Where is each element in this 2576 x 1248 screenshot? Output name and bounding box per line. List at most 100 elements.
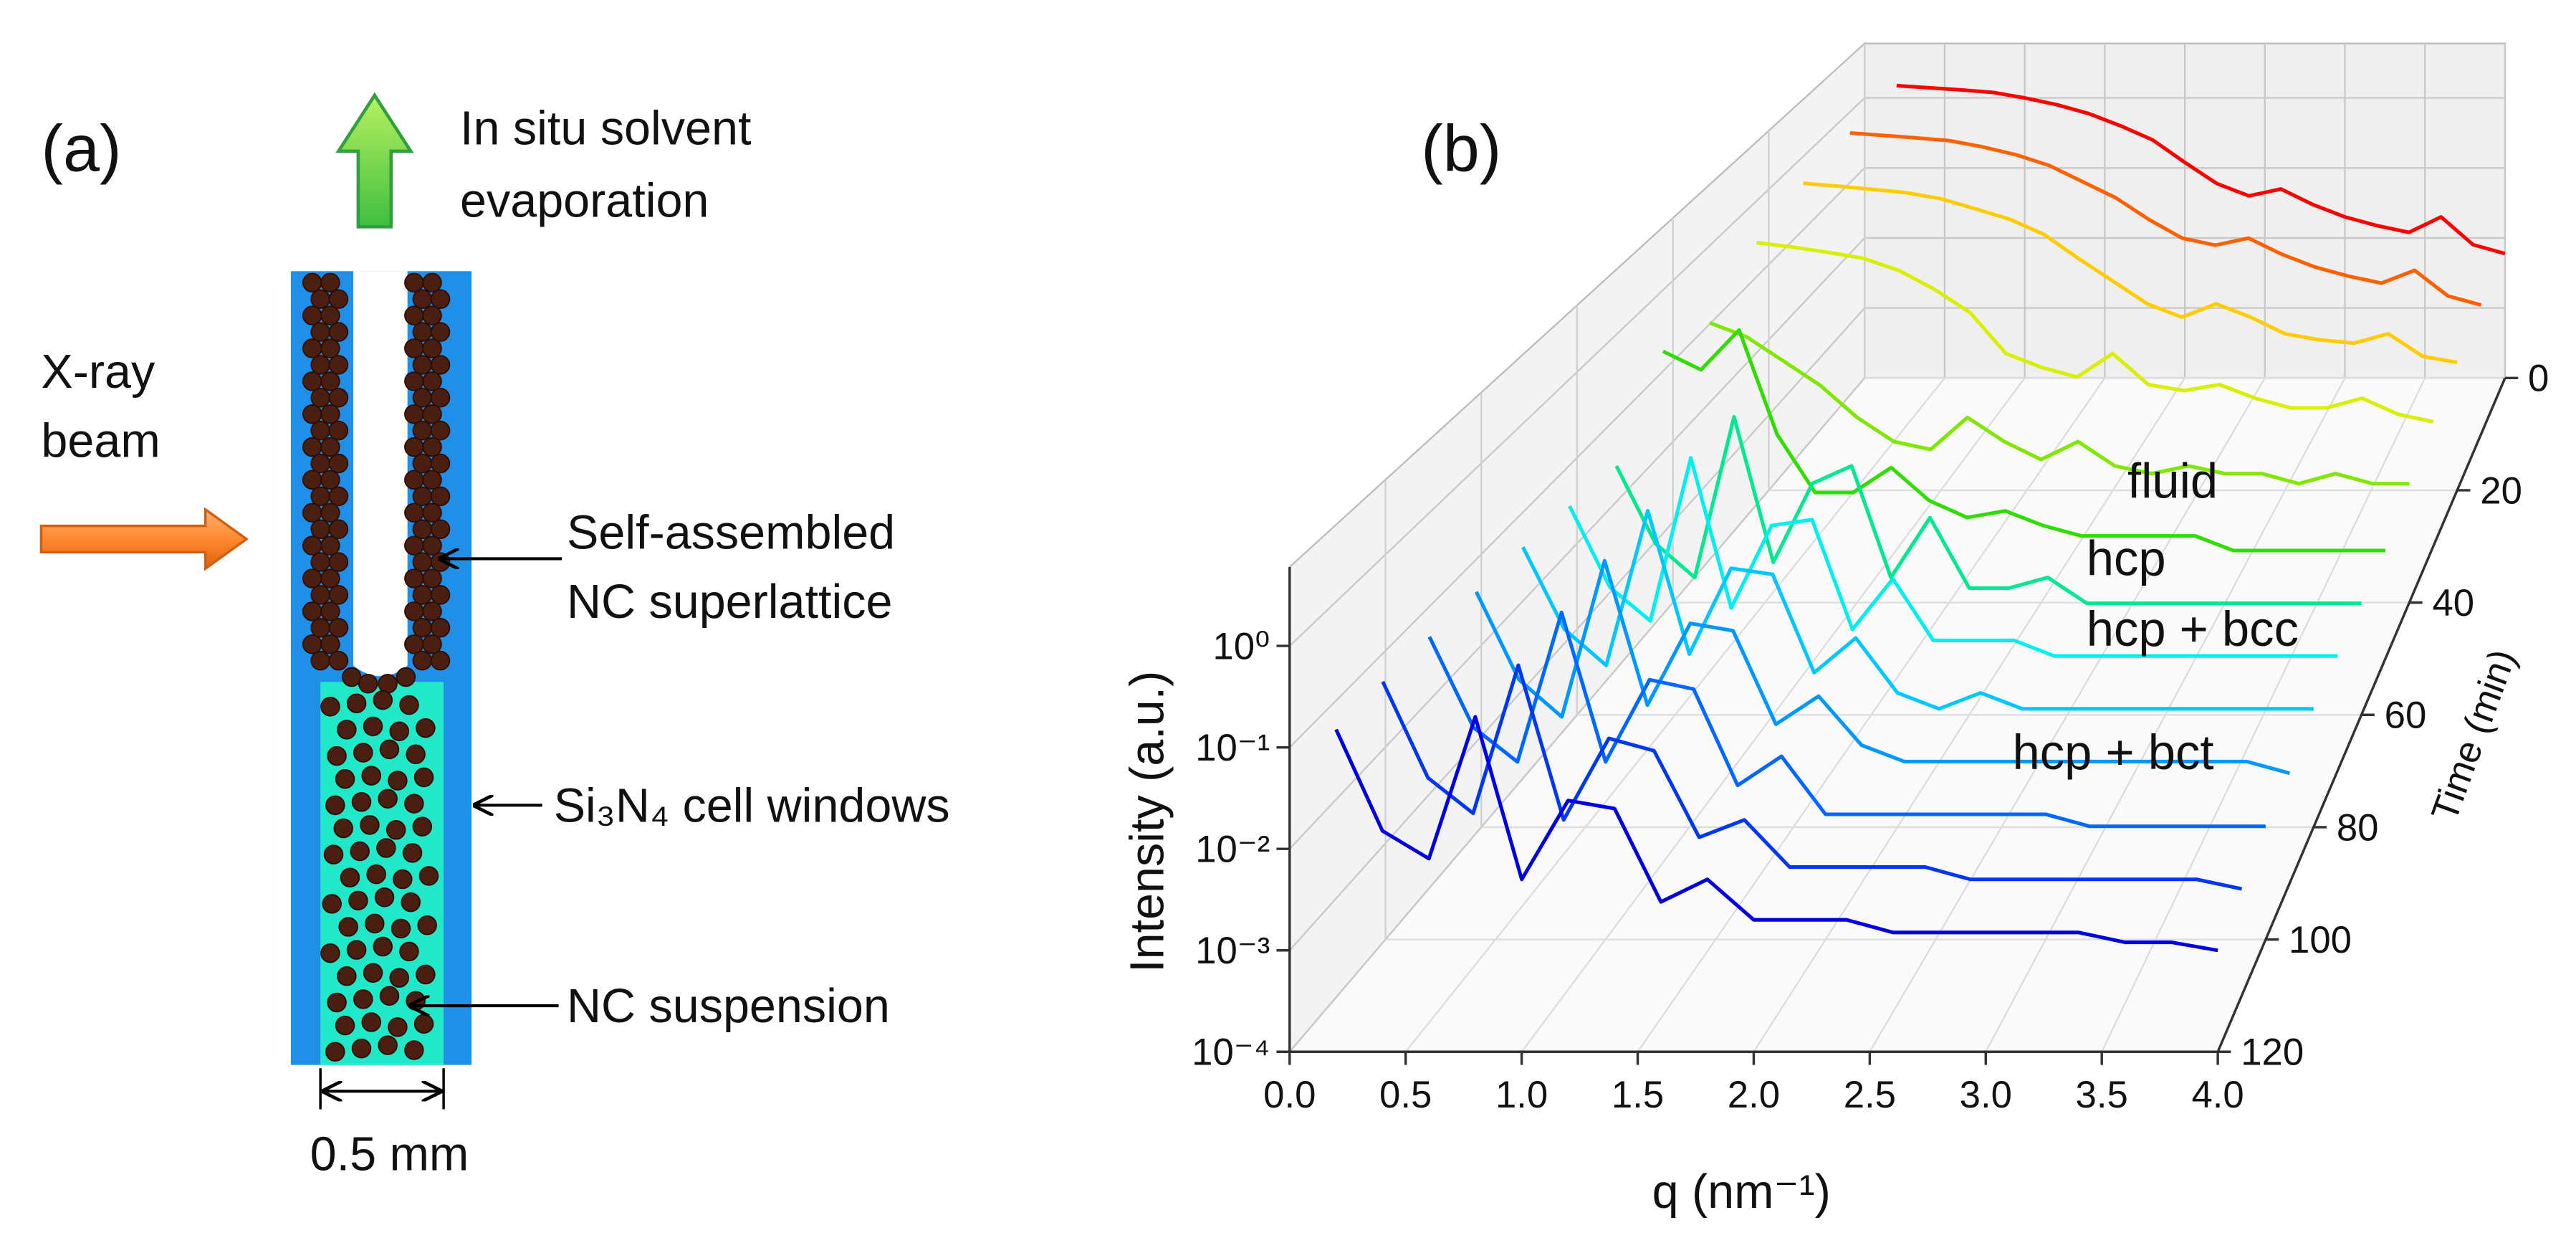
intensity-curve — [1849, 130, 2482, 307]
nanocrystal — [378, 1035, 398, 1055]
nanocrystal — [302, 338, 322, 358]
y-axis-label: Intensity (a.u.) — [1121, 671, 1174, 973]
nanocrystal — [320, 502, 340, 523]
nanocrystal — [346, 693, 367, 713]
nanocrystal — [327, 746, 347, 766]
nanocrystal — [399, 941, 419, 962]
nanocrystal — [406, 991, 426, 1011]
z-tick-label: 80 — [2337, 806, 2379, 849]
phase-label: hcp + bcc — [2087, 601, 2299, 657]
nanocrystal — [379, 986, 400, 1006]
nanocrystal — [376, 838, 396, 858]
x-tick-label: 3.0 — [1960, 1074, 2012, 1116]
intensity-curve — [1381, 663, 2243, 891]
nanocrystal — [320, 470, 340, 490]
nanocrystal — [378, 789, 398, 809]
nanocrystal — [404, 1040, 424, 1060]
x-tick-label: 2.5 — [1844, 1074, 1896, 1116]
nanocrystal — [404, 502, 424, 523]
y-tick-label: 10⁰ — [1213, 625, 1270, 667]
nanocrystal — [358, 673, 378, 694]
nanocrystal — [328, 486, 349, 507]
nanocrystal — [328, 618, 349, 638]
nanocrystal — [430, 585, 451, 605]
nanocrystal — [320, 338, 340, 358]
nanocrystal — [422, 338, 442, 358]
nanocrystal — [399, 695, 419, 715]
nanocrystal — [361, 1012, 381, 1032]
nanocrystal — [404, 634, 424, 654]
nanocrystal — [430, 618, 451, 638]
nanocrystal — [328, 552, 349, 572]
nanocrystal — [422, 404, 442, 424]
y-tick-label: 10⁻⁴ — [1192, 1032, 1270, 1074]
nanocrystal — [373, 936, 393, 957]
nanocrystal — [351, 1038, 372, 1059]
nanocrystal — [320, 535, 340, 556]
nanocrystal — [430, 486, 451, 507]
nanocrystal — [310, 486, 330, 507]
nanocrystal — [320, 371, 340, 391]
nanocrystal — [328, 322, 349, 342]
z-tick-label: 100 — [2289, 919, 2352, 961]
nanocrystal — [328, 453, 349, 474]
intensity-curve — [1803, 181, 2458, 365]
nanocrystal — [430, 355, 451, 375]
nanocrystal — [418, 866, 439, 886]
nanocrystal — [412, 453, 433, 474]
nanocrystal — [404, 601, 424, 621]
y-tick-label: 10⁻² — [1195, 829, 1270, 871]
nanocrystal — [323, 844, 344, 864]
nanocrystal — [406, 744, 426, 765]
nanocrystal — [337, 966, 357, 986]
x-tick-label: 4.0 — [2191, 1074, 2244, 1116]
nanocrystal — [430, 388, 451, 408]
nanocrystal — [310, 420, 330, 441]
nanocrystal — [328, 289, 349, 310]
z-tick-label: 20 — [2480, 470, 2522, 512]
nanocrystal — [401, 892, 421, 913]
nanocrystal — [412, 816, 433, 837]
nanocrystal — [404, 470, 424, 490]
nanocrystal — [350, 841, 370, 862]
nanocrystal — [361, 766, 381, 786]
nanocrystal — [335, 768, 355, 789]
nanocrystal — [422, 568, 442, 589]
nanocrystal — [338, 917, 358, 937]
nanocrystal — [402, 843, 423, 863]
nanocrystal — [310, 322, 330, 342]
nanocrystal — [320, 404, 340, 424]
nanocrystal — [320, 272, 340, 293]
nanocrystal — [346, 940, 367, 960]
nanocrystal — [404, 338, 424, 358]
nanocrystal — [430, 322, 451, 342]
nanocrystal — [412, 355, 433, 375]
nanocrystal — [388, 1017, 408, 1037]
nanocrystal — [422, 601, 442, 621]
nanocrystal — [412, 486, 433, 507]
nanocrystal — [320, 305, 340, 325]
nanocrystal — [373, 690, 393, 710]
nanocrystal — [430, 420, 451, 441]
nanocrystal — [412, 650, 433, 671]
nanocrystal — [360, 815, 380, 835]
nanocrystal — [302, 601, 322, 621]
nanocrystal — [422, 634, 442, 654]
schematic: (a) In situ solvent evaporation X-ray be… — [39, 92, 950, 1181]
nanocrystal — [430, 453, 451, 474]
superlattice-label: Self-assembled — [567, 507, 895, 560]
nanocrystal — [413, 1014, 434, 1034]
nanocrystal — [412, 420, 433, 441]
nanocrystal — [302, 272, 322, 293]
nanocrystal — [404, 272, 424, 293]
intensity-curve — [1709, 320, 2410, 486]
nanocrystal — [412, 618, 433, 638]
nanocrystals — [302, 272, 451, 1062]
superlattice-label: NC superlattice — [567, 576, 892, 629]
nanocrystal — [320, 437, 340, 457]
nanocrystal — [404, 535, 424, 556]
nanocrystal — [335, 1015, 355, 1036]
nanocrystal — [302, 305, 322, 325]
nanocrystal — [310, 585, 330, 605]
